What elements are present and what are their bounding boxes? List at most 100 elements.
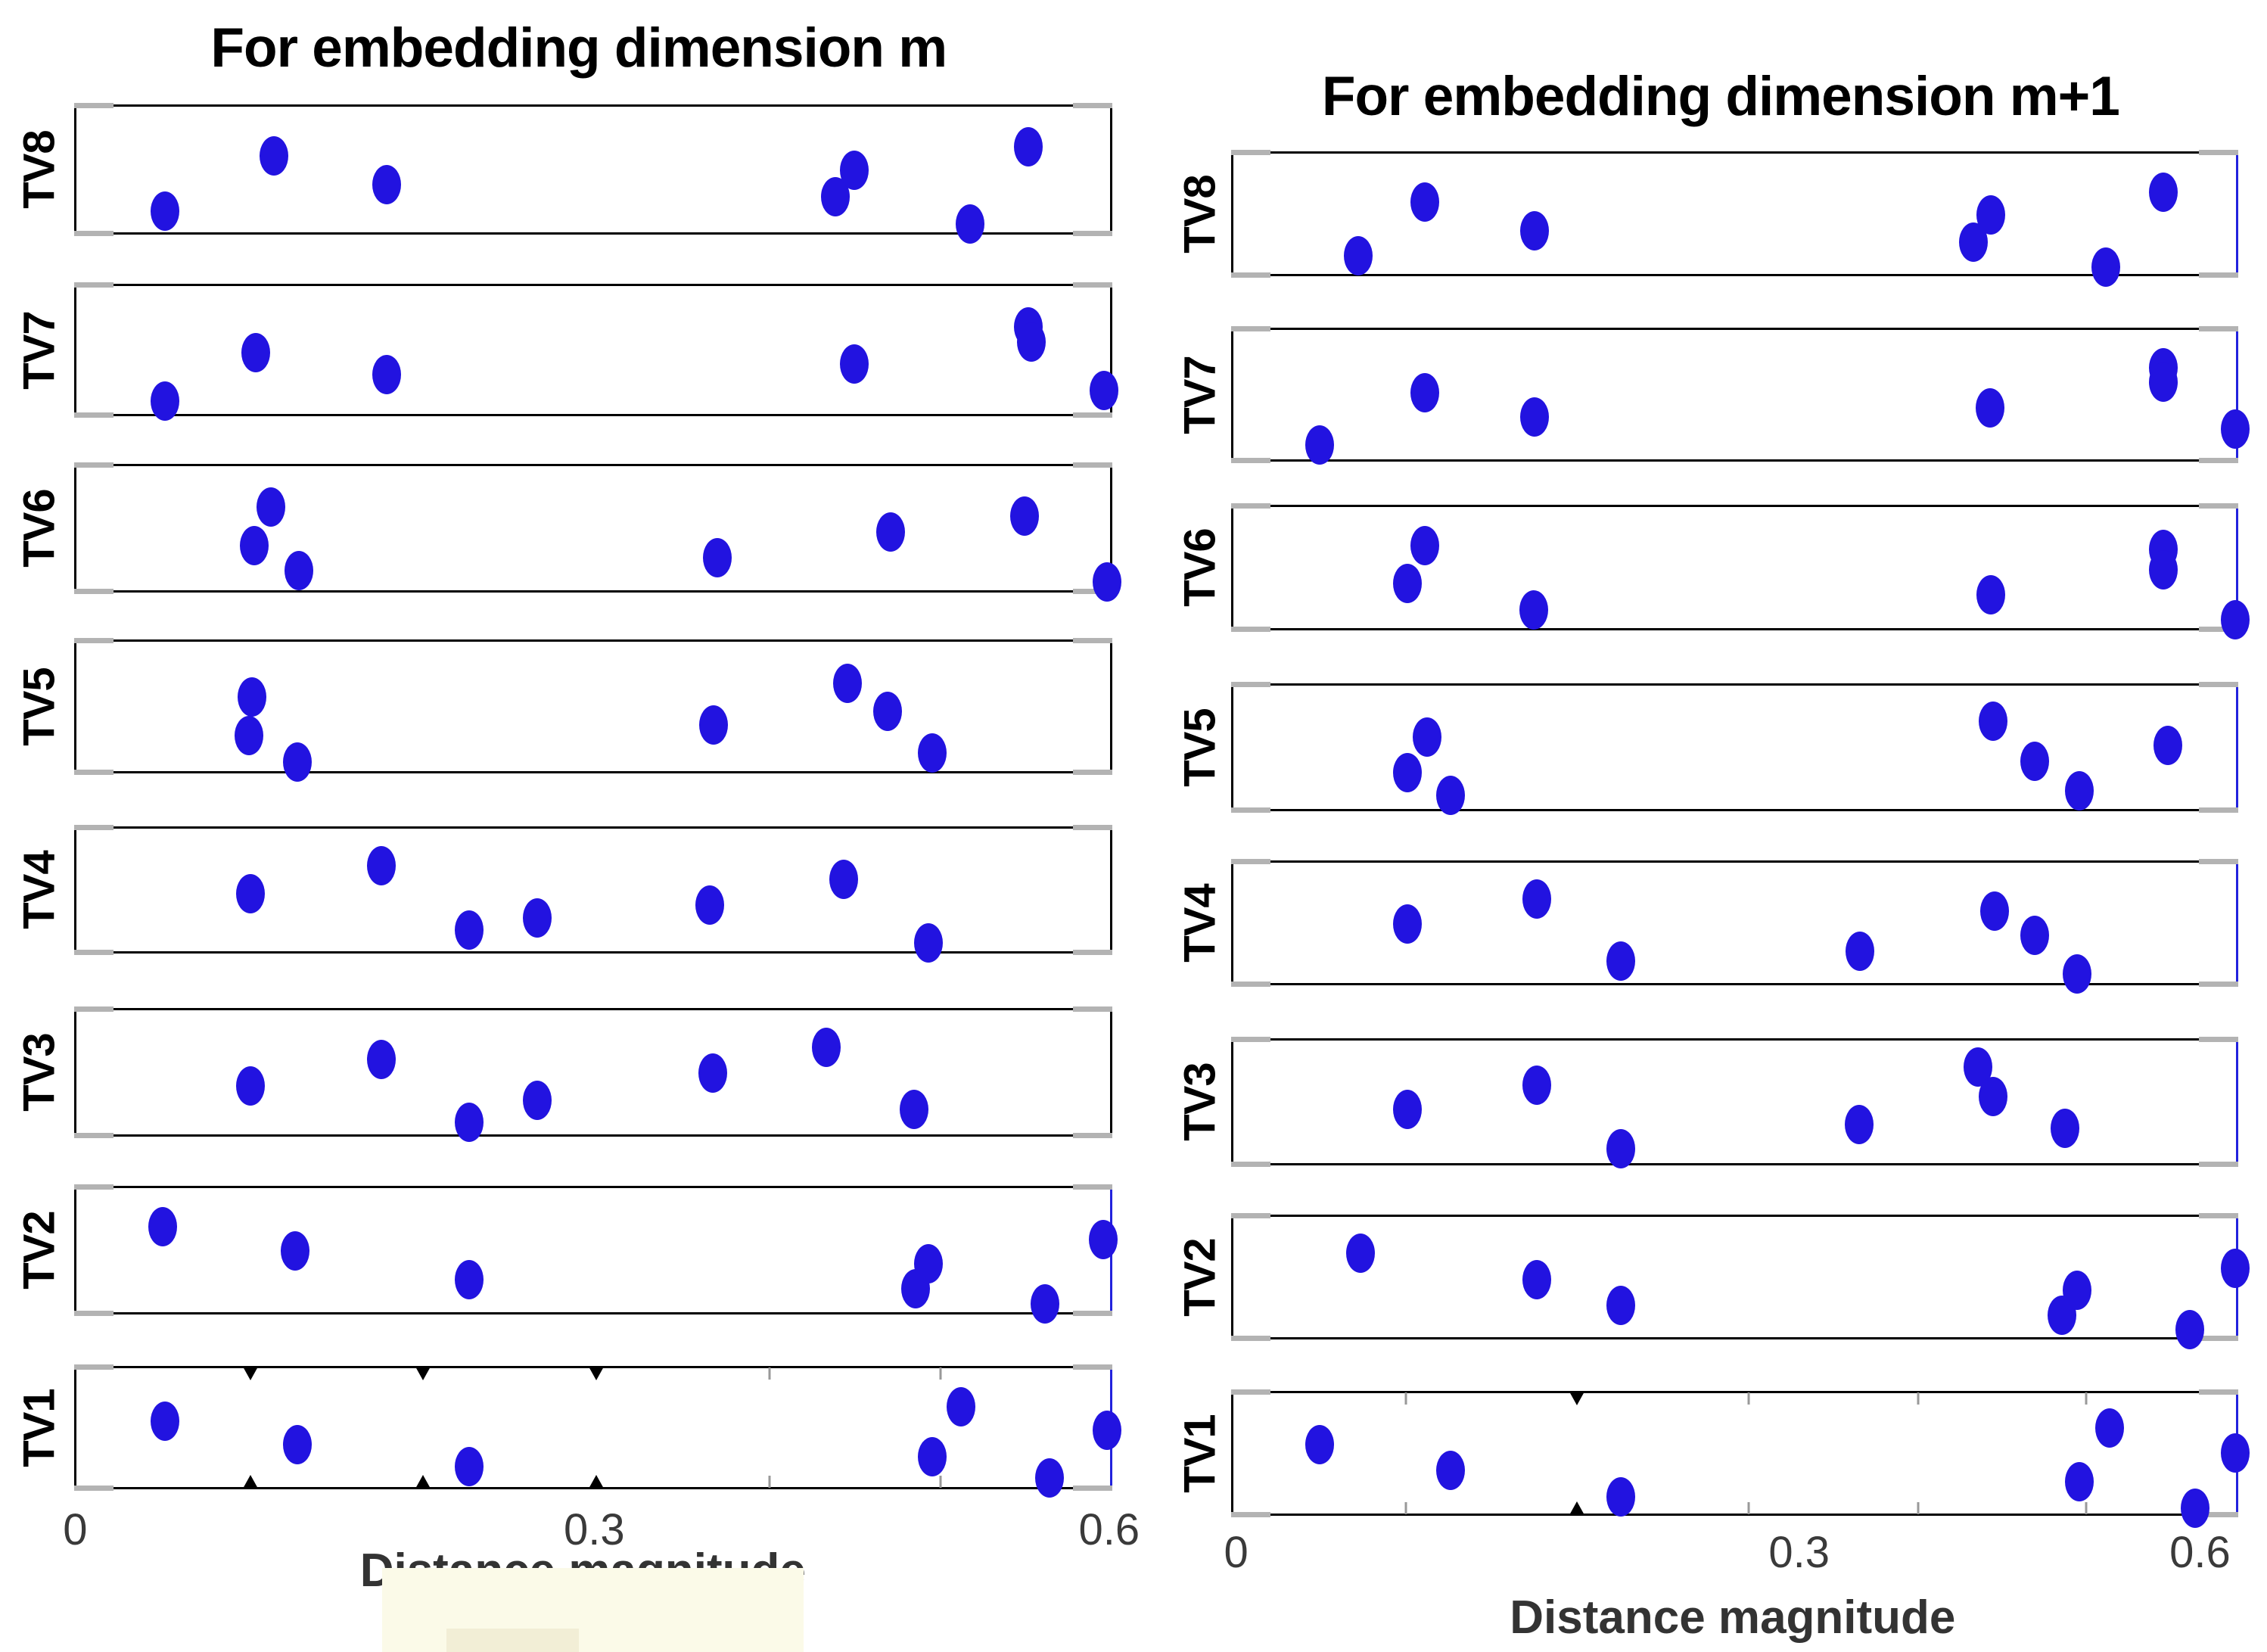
data-point xyxy=(2091,247,2120,288)
row-label-tv4: TV4 xyxy=(14,851,64,929)
data-point xyxy=(2020,741,2050,781)
watermark-rect-small xyxy=(446,1629,579,1652)
data-point xyxy=(1606,941,1636,982)
data-point xyxy=(2063,1271,2092,1311)
corner-cap xyxy=(1073,1486,1112,1491)
data-point xyxy=(523,898,552,938)
corner-cap xyxy=(2199,503,2238,509)
corner-cap xyxy=(1231,503,1270,509)
axis-triangle-tick xyxy=(589,1475,605,1489)
data-point xyxy=(284,550,313,590)
data-point xyxy=(150,1402,179,1442)
corner-cap xyxy=(1073,412,1112,418)
row-label-tv7: TV7 xyxy=(14,310,64,390)
data-point xyxy=(699,705,729,745)
data-point xyxy=(1345,1233,1375,1273)
data-point xyxy=(1606,1476,1636,1517)
data-point xyxy=(523,1081,552,1120)
data-point xyxy=(2094,1408,2124,1448)
strip-tv5: TV5 xyxy=(15,638,1112,782)
data-point xyxy=(1522,1259,1551,1299)
data-point xyxy=(1975,387,2004,428)
data-point xyxy=(917,1437,947,1477)
data-point xyxy=(1978,1076,2007,1116)
row-label-tv8: TV8 xyxy=(1175,174,1225,254)
strip-tv8: TV8 xyxy=(15,103,1112,244)
corner-cap xyxy=(2199,1213,2238,1218)
data-point xyxy=(372,355,402,395)
axis-minor-tick xyxy=(1404,1502,1407,1514)
x-axis-tick-labels: 0 0.3 0.6 xyxy=(1224,1527,2238,1580)
corner-cap xyxy=(74,638,114,643)
corner-cap xyxy=(1073,282,1112,288)
corner-cap xyxy=(2199,627,2238,632)
row-label-tv4: TV4 xyxy=(1175,883,1225,963)
corner-cap xyxy=(74,589,114,594)
x-tick-label-0.3: 0.3 xyxy=(1768,1528,1830,1577)
strip-tv3: TV3 xyxy=(1176,1037,2238,1168)
corner-cap xyxy=(1073,1133,1112,1138)
watermark-rect xyxy=(382,1568,804,1652)
axis-minor-tick xyxy=(1747,1392,1750,1405)
corner-cap xyxy=(74,1364,114,1370)
data-point xyxy=(236,1066,266,1106)
corner-cap xyxy=(1231,1213,1270,1218)
corner-cap xyxy=(1231,1162,1270,1167)
data-point xyxy=(1393,752,1423,792)
data-point xyxy=(239,526,269,566)
data-point xyxy=(2063,954,2092,994)
row-label-tv2: TV2 xyxy=(14,1211,64,1290)
axis-triangle-tick xyxy=(589,1367,605,1380)
axis-minor-tick xyxy=(2085,1392,2088,1405)
corner-cap xyxy=(1231,1512,1270,1517)
data-point xyxy=(1034,1458,1064,1498)
data-point xyxy=(1519,211,1549,251)
data-point xyxy=(150,381,179,422)
data-point xyxy=(454,1102,484,1142)
data-point xyxy=(839,344,869,384)
axis-minor-tick xyxy=(768,1367,771,1380)
axis-triangle-tick xyxy=(1569,1501,1584,1515)
corner-cap xyxy=(1073,825,1112,830)
data-point xyxy=(875,512,905,552)
data-point xyxy=(1606,1128,1636,1168)
data-point xyxy=(702,537,732,577)
corner-cap xyxy=(2199,1512,2238,1517)
row-label-tv5: TV5 xyxy=(14,667,64,746)
data-point xyxy=(1976,194,2005,235)
strip-tv6: TV6 xyxy=(15,462,1122,602)
axis-minor-tick xyxy=(2085,1502,2088,1514)
data-point xyxy=(234,715,263,755)
data-point xyxy=(946,1386,975,1426)
corner-cap xyxy=(1073,638,1112,643)
corner-cap xyxy=(1231,1389,1270,1395)
strip-tv4: TV4 xyxy=(15,825,1112,963)
corner-cap xyxy=(74,462,114,468)
corner-cap xyxy=(1073,1184,1112,1190)
data-point xyxy=(1410,182,1439,222)
data-point xyxy=(956,204,985,244)
corner-cap xyxy=(1231,1037,1270,1042)
data-point xyxy=(2221,600,2250,640)
data-point xyxy=(900,1089,929,1129)
data-point xyxy=(1845,932,1874,972)
corner-cap xyxy=(1231,1336,1270,1341)
x-tick-label-0: 0 xyxy=(63,1505,88,1554)
corner-cap xyxy=(2199,682,2238,687)
corner-cap xyxy=(1073,770,1112,775)
data-point xyxy=(2175,1309,2205,1349)
data-point xyxy=(1393,904,1423,944)
data-point xyxy=(1519,397,1549,437)
corner-cap xyxy=(2199,1037,2238,1042)
panel-title-m: For embedding dimension m xyxy=(210,17,947,79)
data-point xyxy=(698,1053,728,1094)
corner-cap xyxy=(74,1486,114,1491)
data-point xyxy=(917,733,947,773)
data-point xyxy=(1305,425,1335,465)
data-point xyxy=(283,742,313,782)
panel-embedding-m-plus-1: For embedding dimension m+1 Distance mag… xyxy=(1176,0,2250,1652)
data-point xyxy=(1976,575,2005,615)
corner-cap xyxy=(74,1133,114,1138)
data-point xyxy=(2221,1433,2250,1473)
corner-cap xyxy=(1231,326,1270,331)
